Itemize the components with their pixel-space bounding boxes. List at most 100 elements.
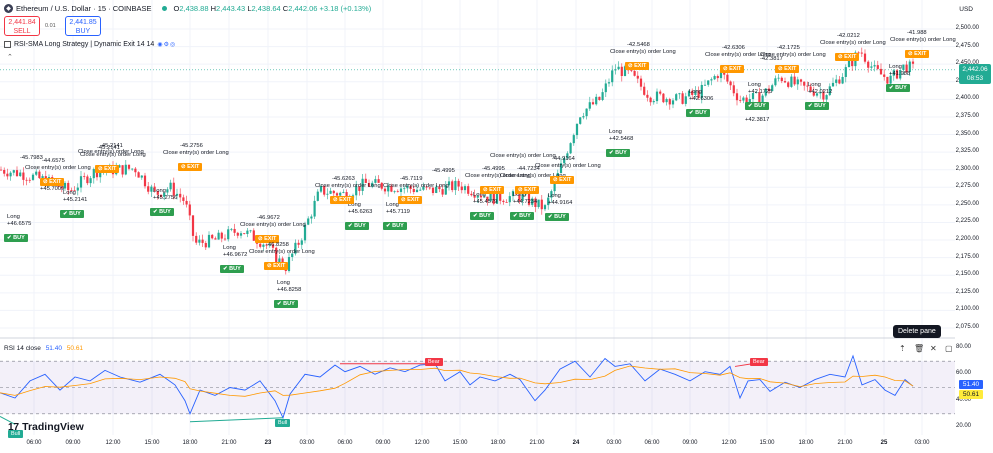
exit-signal-label[interactable]: ⊘ EXIT: [178, 163, 203, 171]
symbol-header[interactable]: ◆ Ethereum / U.S. Dollar · 15 · COINBASE…: [4, 4, 371, 13]
currency-label[interactable]: USD: [959, 6, 973, 13]
price-tick-label: 2,075.00: [955, 324, 979, 330]
exit-signal-label[interactable]: ⊘ EXIT: [835, 53, 860, 61]
maximize-pane-icon[interactable]: ▢: [945, 344, 953, 353]
candle-body: [118, 165, 121, 168]
candle-body: [851, 60, 854, 67]
candle-body: [703, 84, 707, 86]
buy-signal-label[interactable]: ✔ BUY: [383, 222, 407, 230]
time-tick-label: 23: [264, 440, 272, 446]
exit-signal-label[interactable]: ⊘ EXIT: [905, 50, 930, 58]
bear-signal-label[interactable]: Bear: [425, 358, 443, 366]
candle-body: [467, 186, 470, 194]
exit-signal-label[interactable]: ⊘ EXIT: [264, 262, 289, 270]
candle-body: [492, 193, 495, 204]
candle-body: [623, 66, 627, 77]
candle-body: [678, 93, 681, 95]
candle-body: [31, 174, 35, 180]
bar-countdown: 08:53: [966, 75, 984, 82]
candle-body: [95, 169, 99, 178]
candle-body: [198, 239, 201, 243]
bull-signal-label[interactable]: Bull: [8, 430, 24, 438]
exit-signal-label[interactable]: ⊘ EXIT: [398, 196, 423, 204]
candle-body: [707, 80, 710, 85]
buy-signal-label[interactable]: ✔ BUY: [274, 300, 298, 308]
candle-body: [175, 193, 179, 196]
exit-signal-label[interactable]: ⊘ EXIT: [625, 62, 650, 70]
exit-signal-label[interactable]: ⊘ EXIT: [95, 165, 120, 173]
candle-body: [639, 78, 643, 87]
candle-body: [179, 193, 182, 198]
candle-body: [835, 79, 838, 83]
bear-signal-label[interactable]: Bear: [750, 358, 768, 366]
candle-body: [895, 70, 899, 79]
symbol-title[interactable]: Ethereum / U.S. Dollar · 15 · COINBASE: [16, 4, 152, 13]
chevron-up-icon[interactable]: ⌃: [7, 54, 13, 61]
candle-body: [611, 70, 614, 83]
exit-signal-label[interactable]: ⊘ EXIT: [775, 65, 800, 73]
buy-signal-label[interactable]: ✔ BUY: [745, 102, 769, 110]
buy-signal-label[interactable]: ✔ BUY: [886, 84, 910, 92]
time-tick-label: 09:00: [375, 440, 391, 446]
buy-signal-label[interactable]: ✔ BUY: [150, 208, 174, 216]
exit-signal-label[interactable]: ⊘ EXIT: [255, 235, 280, 243]
buy-signal-label[interactable]: ✔ BUY: [606, 149, 630, 157]
buy-signal-label[interactable]: ✔ BUY: [60, 210, 84, 218]
strategy-legend[interactable]: RSI-SMA Long Strategy | Dynamic Exit 14 …: [4, 41, 176, 48]
strategy-settings-icons[interactable]: ◉⚙◎: [157, 42, 177, 48]
exit-pnl-label: -42.5468: [627, 42, 650, 48]
strategy-title[interactable]: RSI-SMA Long Strategy | Dynamic Exit 14 …: [14, 41, 155, 48]
move-pane-up-icon[interactable]: ⇡: [899, 344, 906, 353]
candle-body: [300, 240, 303, 245]
candle-body: [99, 171, 102, 178]
candle-body: [905, 64, 908, 72]
candle-body: [841, 76, 844, 84]
buy-signal-label[interactable]: ✔ BUY: [545, 213, 569, 221]
buy-signal-label[interactable]: ✔ BUY: [805, 102, 829, 110]
exit-signal-label[interactable]: ⊘ EXIT: [40, 178, 65, 186]
candle-body: [809, 86, 812, 92]
long-entry-label: Long: [689, 89, 702, 95]
candle-body: [495, 191, 499, 204]
candle-body: [799, 79, 803, 82]
trash-icon[interactable]: 🗑: [914, 344, 925, 353]
bull-signal-label[interactable]: Bull: [275, 419, 291, 427]
buy-signal-label[interactable]: ✔ BUY: [4, 234, 28, 242]
exit-signal-label[interactable]: ⊘ EXIT: [515, 186, 540, 194]
exit-signal-label[interactable]: ⊘ EXIT: [550, 176, 575, 184]
tradingview-logo[interactable]: 17 TradingView: [8, 421, 84, 433]
price-tick-label: 2,325.00: [955, 148, 979, 155]
candle-body: [60, 186, 63, 189]
candle-body: [335, 193, 339, 196]
long-entry-label: Long: [348, 202, 361, 208]
buy-button[interactable]: 2,441.85 BUY: [65, 16, 101, 36]
time-tick-label: 15:00: [452, 440, 468, 446]
buy-signal-label[interactable]: ✔ BUY: [220, 265, 244, 273]
candle-body: [774, 78, 777, 86]
long-entry-label: Long: [7, 214, 20, 220]
candle-body: [447, 181, 451, 186]
buy-signal-label[interactable]: ✔ BUY: [470, 212, 494, 220]
exit-signal-label[interactable]: ⊘ EXIT: [720, 65, 745, 73]
time-tick-label: 15:00: [759, 440, 775, 446]
candle-body: [681, 93, 684, 104]
candle-body: [86, 176, 89, 184]
entry-pnl-label: +44.9164: [548, 200, 573, 206]
rsi-legend[interactable]: RSI 14 close 51.40 50.61: [4, 345, 83, 352]
price-tick-label: 2,250.00: [955, 200, 979, 207]
close-icon[interactable]: ✕: [930, 344, 937, 353]
exit-signal-label[interactable]: ⊘ EXIT: [330, 196, 355, 204]
candle-body: [870, 66, 873, 68]
buy-signal-label[interactable]: ✔ BUY: [345, 222, 369, 230]
buy-signal-label[interactable]: ✔ BUY: [686, 109, 710, 117]
candle-body: [553, 180, 556, 192]
exit-signal-label[interactable]: ⊘ EXIT: [480, 186, 505, 194]
sell-button[interactable]: 2,441.84 SELL: [4, 16, 40, 36]
candle-body: [246, 230, 249, 235]
buy-signal-label[interactable]: ✔ BUY: [510, 212, 534, 220]
candle-body: [412, 188, 415, 193]
candle-body: [847, 60, 851, 68]
candle-body: [457, 180, 460, 187]
